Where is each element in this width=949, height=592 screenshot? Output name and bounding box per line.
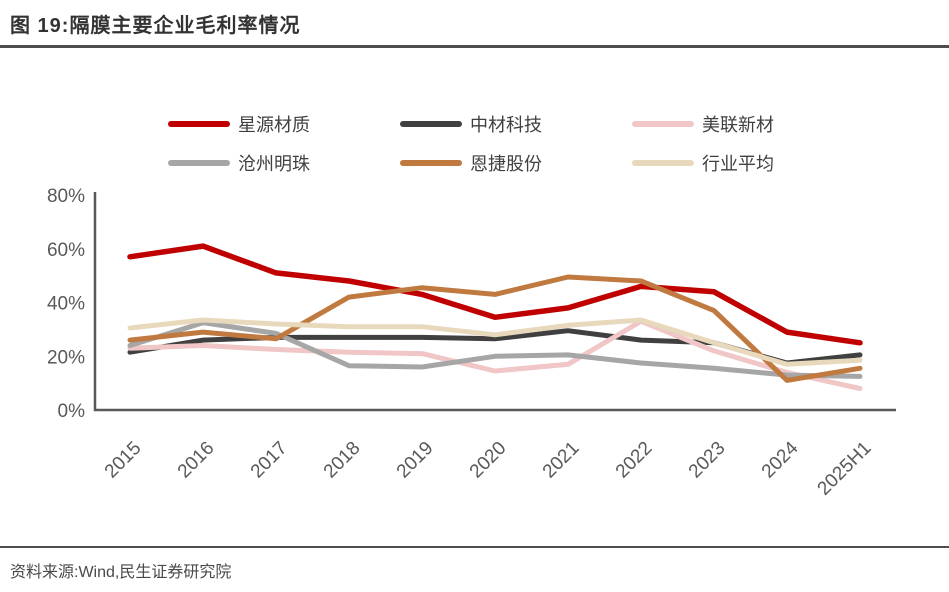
legend-item-1: 中材科技	[400, 111, 632, 137]
y-tick-label: 20%	[47, 347, 85, 368]
legend-label: 恩捷股份	[470, 154, 542, 174]
legend-swatch-icon	[168, 160, 230, 166]
series-line-4	[127, 274, 863, 383]
x-tick-label: 2023	[685, 438, 730, 483]
y-tick-label: 0%	[58, 401, 86, 422]
x-tick-label: 2022	[612, 438, 657, 483]
legend-swatch-icon	[632, 121, 694, 127]
legend-item-3: 沧州明珠	[168, 150, 400, 176]
x-tick-label: 2025H1	[814, 438, 876, 500]
x-tick-label: 2016	[174, 438, 219, 483]
axis-lines	[93, 192, 896, 412]
x-tick-label: 2020	[466, 438, 511, 483]
figure-title: 图 19:隔膜主要企业毛利率情况	[10, 15, 301, 37]
source-divider	[0, 546, 949, 548]
title-divider	[0, 45, 949, 48]
series-line-0	[127, 243, 863, 346]
legend-swatch-icon	[632, 160, 694, 166]
legend-item-2: 美联新材	[632, 111, 864, 137]
legend-label: 行业平均	[702, 154, 774, 174]
chart-legend: 星源材质 中材科技 美联新材沧州明珠 恩捷股份 行业平均	[168, 111, 864, 176]
legend-label: 星源材质	[238, 115, 310, 135]
x-tick-label: 2018	[320, 438, 365, 483]
y-tick-label: 40%	[47, 294, 85, 315]
legend-label: 美联新材	[702, 115, 774, 135]
legend-label: 中材科技	[470, 115, 542, 135]
x-tick-label: 2019	[393, 438, 438, 483]
series-line-5	[127, 317, 863, 367]
legend-item-4: 恩捷股份	[400, 150, 632, 176]
x-tick-label: 2015	[101, 438, 146, 483]
x-tick-label: 2021	[539, 438, 584, 483]
legend-item-0: 星源材质	[168, 111, 400, 137]
x-tick-label: 2024	[758, 437, 803, 482]
series-line-3	[127, 320, 863, 379]
legend-label: 沧州明珠	[238, 154, 310, 174]
source-text: 资料来源:Wind,民生证券研究院	[10, 564, 232, 581]
series-line-2	[127, 318, 863, 391]
y-tick-label: 80%	[47, 186, 85, 207]
legend-item-5: 行业平均	[632, 150, 864, 176]
x-tick-label: 2017	[247, 438, 292, 483]
y-tick-label: 60%	[47, 240, 85, 261]
legend-swatch-icon	[168, 121, 230, 127]
legend-swatch-icon	[400, 121, 462, 127]
legend-swatch-icon	[400, 160, 462, 166]
